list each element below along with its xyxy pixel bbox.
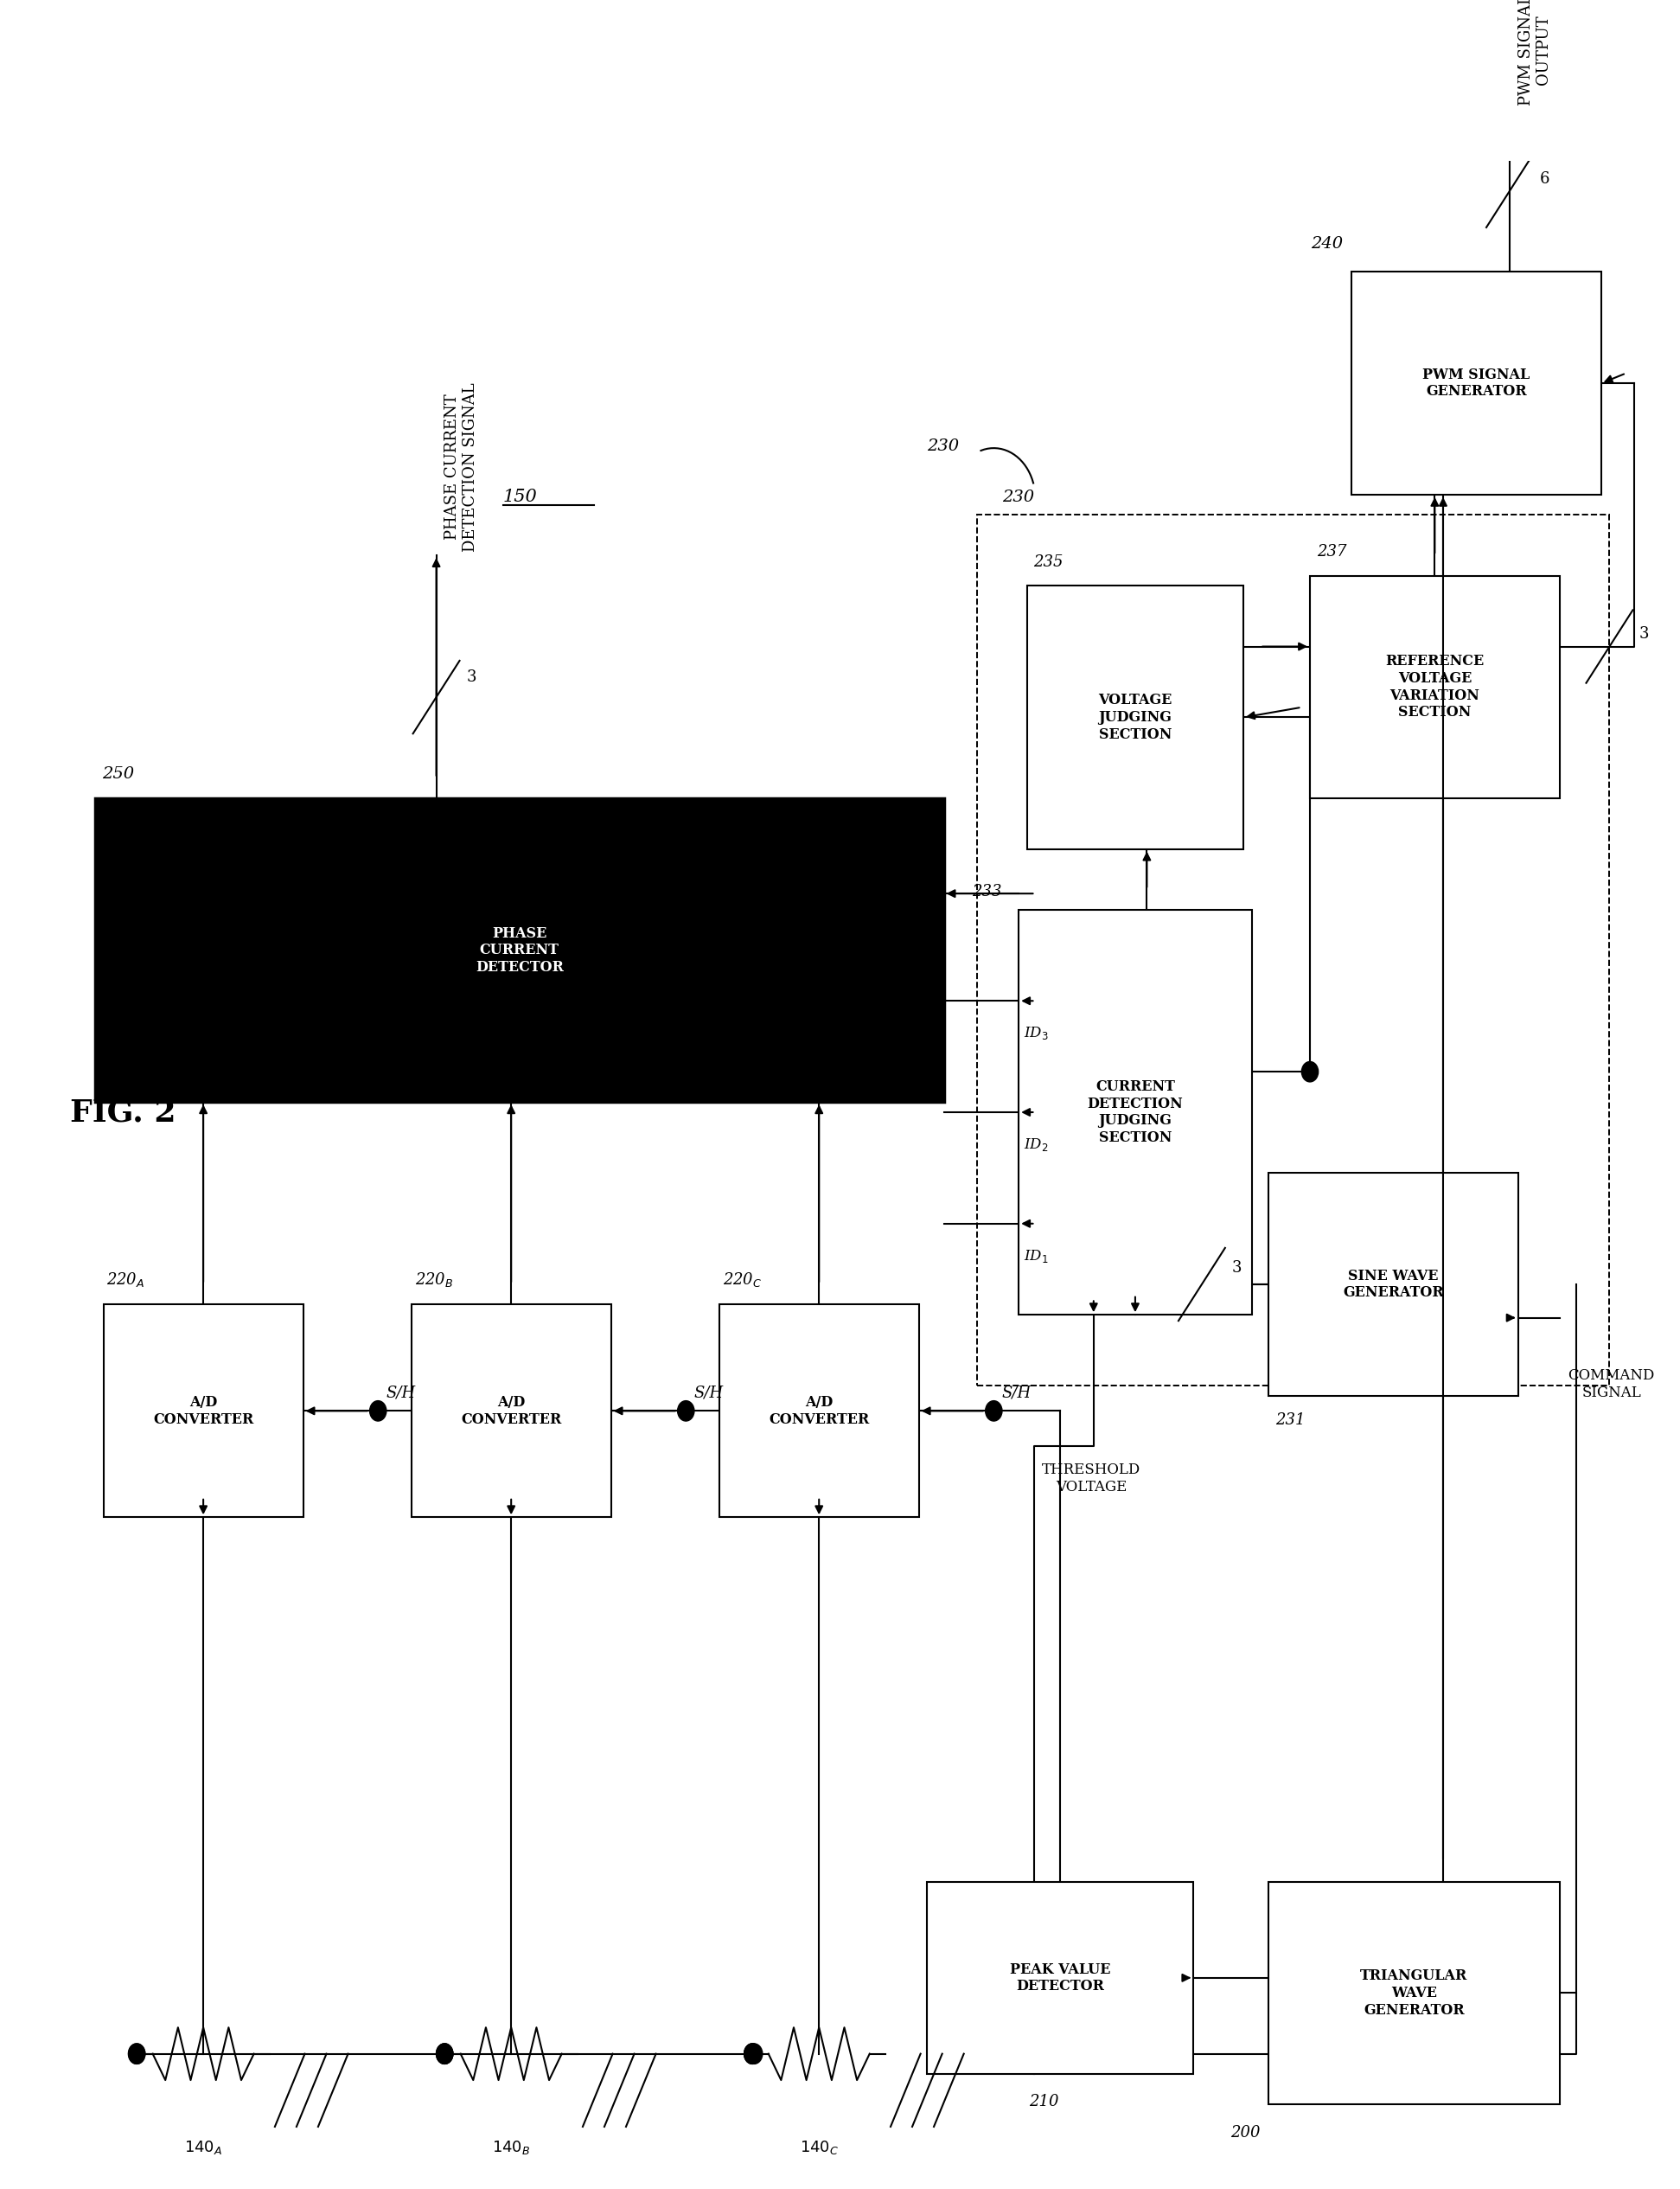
Circle shape xyxy=(370,1401,386,1421)
Text: COMMAND
SIGNAL: COMMAND SIGNAL xyxy=(1567,1368,1655,1401)
Text: VOLTAGE
JUDGING
SECTION: VOLTAGE JUDGING SECTION xyxy=(1099,694,1173,742)
Text: PHASE
CURRENT
DETECTOR: PHASE CURRENT DETECTOR xyxy=(475,926,563,974)
Text: 220$_C$: 220$_C$ xyxy=(722,1270,761,1289)
Bar xyxy=(1351,271,1601,495)
Text: PEAK VALUE
DETECTOR: PEAK VALUE DETECTOR xyxy=(1010,1961,1110,1994)
Text: PHASE CURRENT
DETECTION SIGNAL: PHASE CURRENT DETECTION SIGNAL xyxy=(445,383,479,552)
Text: REFERENCE
VOLTAGE
VARIATION
SECTION: REFERENCE VOLTAGE VARIATION SECTION xyxy=(1386,655,1483,720)
Circle shape xyxy=(744,2045,761,2064)
Text: TRIANGULAR
WAVE
GENERATOR: TRIANGULAR WAVE GENERATOR xyxy=(1361,1968,1468,2018)
Bar xyxy=(96,799,944,1101)
Text: 233: 233 xyxy=(973,884,1001,900)
Bar xyxy=(1310,576,1559,799)
Text: A/D
CONVERTER: A/D CONVERTER xyxy=(153,1394,254,1427)
Text: CURRENT
DETECTION
JUDGING
SECTION: CURRENT DETECTION JUDGING SECTION xyxy=(1087,1079,1183,1145)
Text: S/H: S/H xyxy=(694,1386,724,1401)
Circle shape xyxy=(437,2045,454,2064)
Text: FIG. 2: FIG. 2 xyxy=(71,1097,176,1127)
Text: S/H: S/H xyxy=(1001,1386,1032,1401)
Text: PWM SIGNAL
GENERATOR: PWM SIGNAL GENERATOR xyxy=(1423,368,1530,398)
Circle shape xyxy=(744,2045,761,2064)
Circle shape xyxy=(128,2045,144,2064)
Text: 6: 6 xyxy=(1539,171,1549,186)
Text: $140_B$: $140_B$ xyxy=(492,2139,531,2156)
Bar xyxy=(978,514,1609,1386)
Text: 230: 230 xyxy=(927,438,959,453)
Text: 220$_B$: 220$_B$ xyxy=(415,1270,454,1289)
Text: ID$_2$: ID$_2$ xyxy=(1023,1136,1048,1154)
Text: 210: 210 xyxy=(1028,2095,1058,2110)
Text: THRESHOLD
VOLTAGE: THRESHOLD VOLTAGE xyxy=(1042,1462,1141,1495)
Text: $140_C$: $140_C$ xyxy=(800,2139,838,2156)
Text: A/D
CONVERTER: A/D CONVERTER xyxy=(769,1394,869,1427)
Text: 3: 3 xyxy=(467,670,475,685)
Text: ID$_1$: ID$_1$ xyxy=(1023,1248,1048,1265)
Text: A/D
CONVERTER: A/D CONVERTER xyxy=(460,1394,561,1427)
Text: 250: 250 xyxy=(102,766,134,781)
Text: 235: 235 xyxy=(1033,554,1063,569)
Circle shape xyxy=(744,2045,761,2064)
Circle shape xyxy=(437,2045,454,2064)
Bar xyxy=(1018,911,1252,1316)
Bar xyxy=(927,1883,1193,2073)
Circle shape xyxy=(128,2045,144,2064)
Text: 240: 240 xyxy=(1310,236,1344,252)
Circle shape xyxy=(437,2045,454,2064)
Text: 237: 237 xyxy=(1317,543,1346,560)
Bar xyxy=(719,1305,919,1517)
Bar xyxy=(1268,1883,1559,2104)
Text: 230: 230 xyxy=(1001,488,1035,506)
Text: 3: 3 xyxy=(1640,626,1650,641)
Text: ID$_3$: ID$_3$ xyxy=(1023,1024,1048,1042)
Circle shape xyxy=(677,1401,694,1421)
Text: 3: 3 xyxy=(1231,1261,1242,1276)
Text: 231: 231 xyxy=(1275,1412,1305,1427)
Circle shape xyxy=(746,2045,763,2064)
Text: PWM SIGNAL
OUTPUT: PWM SIGNAL OUTPUT xyxy=(1519,0,1552,105)
Circle shape xyxy=(1302,1062,1319,1081)
Text: SINE WAVE
GENERATOR: SINE WAVE GENERATOR xyxy=(1342,1267,1443,1300)
Bar xyxy=(412,1305,612,1517)
Text: 220$_A$: 220$_A$ xyxy=(108,1270,144,1289)
Bar xyxy=(1026,587,1243,849)
Text: 200: 200 xyxy=(1230,2126,1260,2141)
Text: S/H: S/H xyxy=(386,1386,417,1401)
Bar xyxy=(1268,1173,1519,1397)
Text: $140_A$: $140_A$ xyxy=(185,2139,222,2156)
Bar xyxy=(104,1305,302,1517)
Text: 150: 150 xyxy=(502,488,538,506)
Circle shape xyxy=(986,1401,1001,1421)
